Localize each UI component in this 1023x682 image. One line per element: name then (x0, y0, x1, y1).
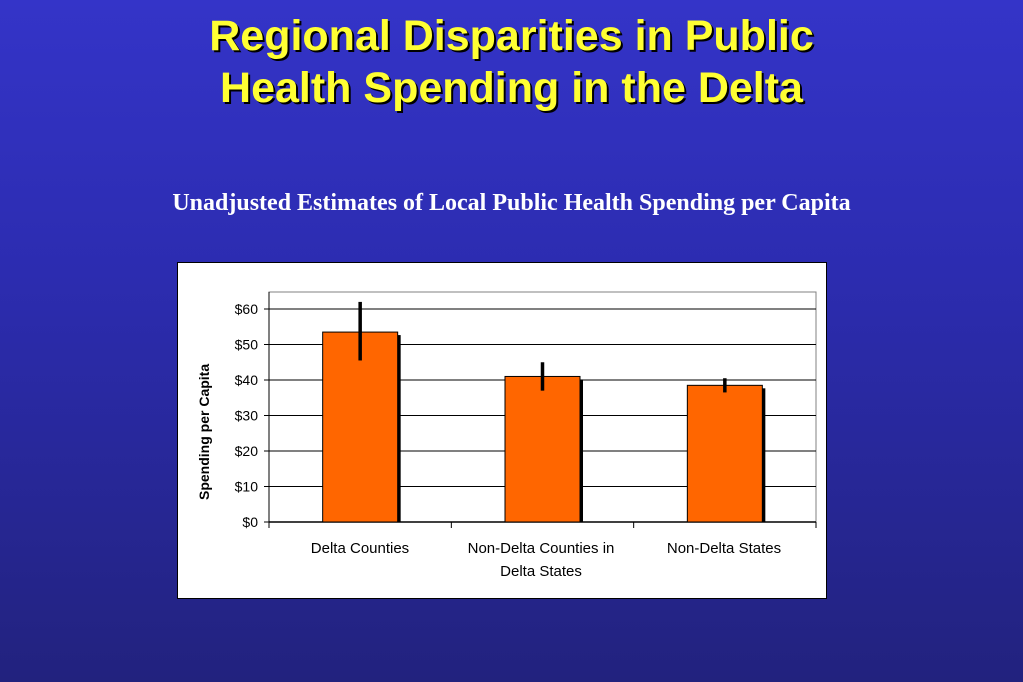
x-tick-label-non-delta-states: Non-Delta States (666, 540, 782, 557)
x-tick-label-delta-counties: Delta Counties (310, 540, 410, 557)
y-tick-label: $60 (235, 301, 259, 317)
bar (686, 384, 763, 523)
y-tick-label: $50 (235, 337, 259, 353)
bar (504, 375, 581, 523)
bar-chart: $0 $10 $20 $30 $40 $50 $60 (235, 291, 817, 530)
y-tick-label: $40 (235, 372, 259, 388)
x-tick-label-non-delta-counties: Non-Delta Counties in Delta States (467, 540, 615, 580)
slide-title-line2: Health Spending in the Delta (220, 64, 803, 112)
bar (322, 331, 399, 523)
y-tick-label: $0 (242, 514, 258, 530)
y-axis-label: Spending per Capita (196, 363, 212, 500)
slide-title: Regional Disparities in Public Health Sp… (0, 10, 1023, 114)
chart-subtitle: Unadjusted Estimates of Local Public Hea… (172, 190, 851, 216)
slide-title-line1: Regional Disparities in Public (209, 12, 814, 60)
y-tick-label: $10 (235, 479, 259, 495)
chart-container: $0 $10 $20 $30 $40 $50 $60 Spending per Capita… (177, 262, 827, 599)
y-tick-label: $20 (235, 443, 259, 459)
y-tick-label: $30 (235, 408, 259, 424)
